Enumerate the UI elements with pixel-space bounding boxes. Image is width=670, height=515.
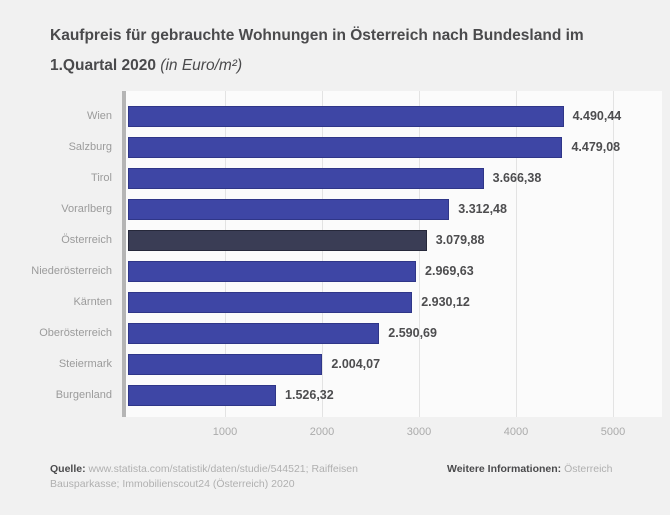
- bar-highlighted: [128, 230, 427, 251]
- value-label: 2.930,12: [421, 295, 470, 309]
- gridline-3000: [419, 91, 420, 417]
- more-info-note: Weitere Informationen: Österreich: [447, 462, 657, 477]
- category-label: Burgenland: [55, 389, 112, 401]
- bar: [128, 199, 450, 220]
- x-tick-label: 3000: [406, 426, 432, 438]
- category-label: Tirol: [91, 172, 112, 184]
- x-tick-label: 4000: [503, 426, 529, 438]
- value-label: 2.969,63: [425, 264, 474, 278]
- bar: [128, 137, 563, 158]
- category-label: Oberösterreich: [39, 327, 112, 339]
- category-label: Vorarlberg: [61, 203, 112, 215]
- chart-title-unit: (in Euro/m²): [155, 57, 243, 74]
- category-label: Niederösterreich: [31, 265, 112, 277]
- more-info-text: Österreich: [561, 463, 613, 475]
- more-info-label: Weitere Informationen:: [447, 463, 562, 475]
- value-label: 1.526,32: [285, 388, 334, 402]
- value-label: 3.666,38: [492, 171, 542, 185]
- category-label: Steiermark: [58, 358, 112, 370]
- category-label: Kärnten: [73, 296, 112, 308]
- chart-title: Kaufpreis für gebrauchte Wohnungen in Ös…: [50, 21, 610, 81]
- gridline-4000: [516, 91, 517, 417]
- value-label: 2.004,07: [331, 357, 381, 371]
- gridline-2000: [322, 91, 323, 417]
- gridline-5000: [613, 91, 614, 417]
- value-label: 4.479,08: [571, 140, 621, 154]
- value-label: 3.312,48: [458, 202, 507, 216]
- gridline-1000: [225, 91, 226, 417]
- bar: [128, 168, 484, 189]
- x-tick-label: 5000: [600, 426, 626, 438]
- y-axis-line: [122, 91, 126, 417]
- x-tick-label: 1000: [212, 426, 238, 438]
- value-label: 3.079,88: [435, 233, 485, 247]
- bar: [128, 354, 323, 375]
- value-label: 4.490,44: [572, 109, 622, 123]
- value-label: 2.590,69: [388, 326, 437, 340]
- bar: [128, 106, 564, 127]
- bar: [128, 385, 277, 406]
- source-note: Quelle: www.statista.com/statistik/daten…: [50, 462, 412, 492]
- bar: [128, 323, 380, 344]
- category-label: Wien: [86, 110, 112, 122]
- chart-title-line1: Kaufpreis für gebrauchte Wohnungen in Ös…: [50, 27, 584, 44]
- chart-title-period: 1.Quartal 2020: [50, 57, 156, 74]
- source-label: Quelle:: [50, 463, 86, 475]
- source-text: www.statista.com/statistik/daten/studie/…: [50, 463, 358, 490]
- bar: [128, 292, 413, 313]
- bar: [128, 261, 417, 282]
- category-label: Salzburg: [68, 141, 112, 153]
- x-tick-label: 2000: [309, 426, 335, 438]
- category-label: Österreich: [61, 234, 112, 246]
